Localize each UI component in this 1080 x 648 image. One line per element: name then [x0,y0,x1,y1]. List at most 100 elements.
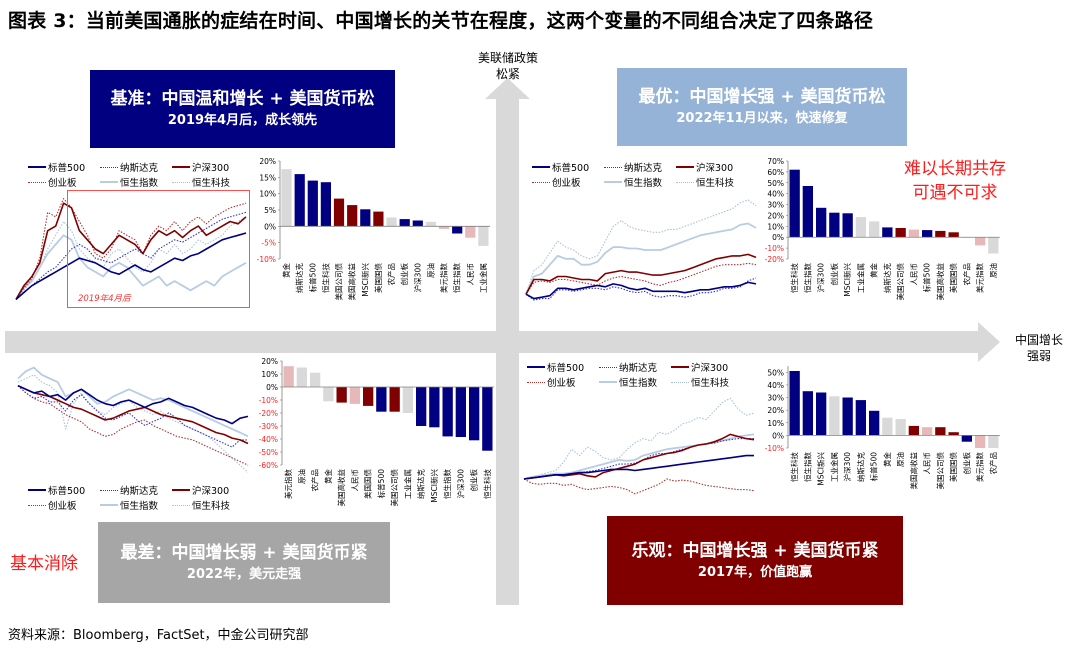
category-label: 工业金属 [478,263,488,293]
bar [975,435,986,448]
bar [438,226,450,229]
legend-swatch [527,381,545,383]
bar [465,226,476,238]
legend-label: 标普500 [547,363,585,374]
bar [948,232,959,238]
horizontal-axis-label: 中国增长 强弱 [1008,332,1070,364]
legend-swatch [676,166,694,168]
y-tick-label: -5% [261,239,276,248]
note-rare-line1: 难以长期共存 [904,159,1006,179]
category-label: 农产品 [988,452,998,475]
y-tick-label: 20% [259,157,276,166]
legend-swatch [527,366,545,368]
y-tick-label: -50% [259,448,278,457]
y-tick-label: -20% [259,409,278,418]
legend-swatch [172,489,190,491]
legend-swatch [100,504,118,506]
category-label: 沪深300 [412,263,422,293]
bar [829,396,840,436]
bar [360,209,371,227]
bar [988,237,999,254]
figure-title: 图表 3：当前美国通胀的症结在时间、中国增长的关节在程度，这两个变量的不同组合决… [8,10,874,32]
bar [399,219,410,227]
bar [882,417,893,436]
legend-item: 纳斯达克 [100,160,158,174]
legend-swatch [671,381,689,383]
y-tick-label: 10% [261,370,278,379]
vertical-axis-label-line1: 美联储政策 [477,51,538,65]
y-tick-label: 0% [772,431,784,440]
legend-item: 创业板 [527,375,576,389]
category-label: 恒生指数 [442,469,452,499]
legend-item: 标普500 [527,360,584,374]
legend-label: 沪深300 [691,363,729,374]
series-line [15,232,247,301]
legend-item: 恒生指数 [100,498,158,512]
bar [333,198,345,227]
category-label: 原油 [296,469,306,484]
bar [307,180,318,227]
y-tick-label: 20% [767,406,784,415]
bar [363,387,374,406]
legend-item: 创业板 [28,498,77,512]
legend-item: 标普500 [28,483,85,497]
y-tick-label: 20% [261,357,278,366]
horizontal-axis-label-line2: 强弱 [1026,349,1051,363]
series-line [17,385,249,466]
category-label: 纳斯达克 [882,263,892,293]
category-label: 原油 [988,263,998,278]
category-label: 美元指数 [283,469,293,499]
bar [478,226,489,246]
bar [961,435,972,442]
series-line [15,202,247,300]
category-label: 标普500 [922,263,932,293]
y-tick-label: -10% [259,396,278,405]
y-tick-label: -60% [259,461,278,470]
bar [469,387,480,441]
bar [320,182,331,227]
bar [482,387,493,451]
legend-label: 纳斯达克 [619,363,658,374]
category-label: 美国国债 [948,452,958,482]
category-label: 农产品 [310,469,320,492]
legend-swatch [599,381,617,383]
y-tick-label: 40% [767,190,784,199]
legend-item: 恒生指数 [100,175,158,189]
category-label: 美国高收益 [908,452,918,490]
note-rare: 难以长期共存 可遇不可求 [895,157,1015,205]
bar [882,227,893,238]
legend-label: 恒生科技 [192,178,231,189]
scenario-box-worst: 最差：中国增长弱 + 美国货币紧 2022年，美元走强 [98,522,390,603]
scenario-subtitle: 2022年11月以来，快速修复 [676,111,848,126]
category-label: 创业板 [829,263,839,286]
bar [386,217,397,227]
legend-label: 纳斯达克 [120,163,159,174]
bar-chart-optimal: 70% 60% 50% 40% 30%20% 10% 0% -10% -20% 恒生科技 恒生指数沪… [765,157,1000,301]
legend-item: 恒生指数 [599,375,657,389]
bar-chart-optimistic: 50% 40% 30% 20% 10% 0% -10% 恒生科技 恒生指数 MSCI新兴 工业金属沪… [765,366,1000,490]
legend-item: 沪深300 [172,160,229,174]
category-label: 恒生科技 [320,263,330,293]
vertical-axis-label: 美联储政策 松紧 [468,50,548,82]
legend-label: 标普500 [48,163,86,174]
series-line [523,433,755,480]
category-label: 美国高收益 [935,263,945,301]
legend-swatch [676,181,694,183]
legend-item: 纳斯达克 [599,360,657,374]
category-label: 纳斯达克 [294,263,304,293]
bar [816,392,827,436]
bar [452,226,463,234]
legend-item: 沪深300 [676,160,733,174]
legend-label: 沪深300 [192,486,230,497]
series-line [523,397,755,480]
bar [855,400,866,436]
category-label: 黄金 [281,263,291,278]
y-tick-label: 15% [259,173,276,182]
vertical-axis-label-line2: 松紧 [495,67,520,81]
legend-label: 标普500 [48,486,86,497]
category-label: 沪深300 [816,263,826,293]
bar [349,387,360,404]
category-label: 恒生指数 [802,263,812,293]
y-tick-label: 30% [767,201,784,210]
legend-item: 恒生科技 [172,498,230,512]
